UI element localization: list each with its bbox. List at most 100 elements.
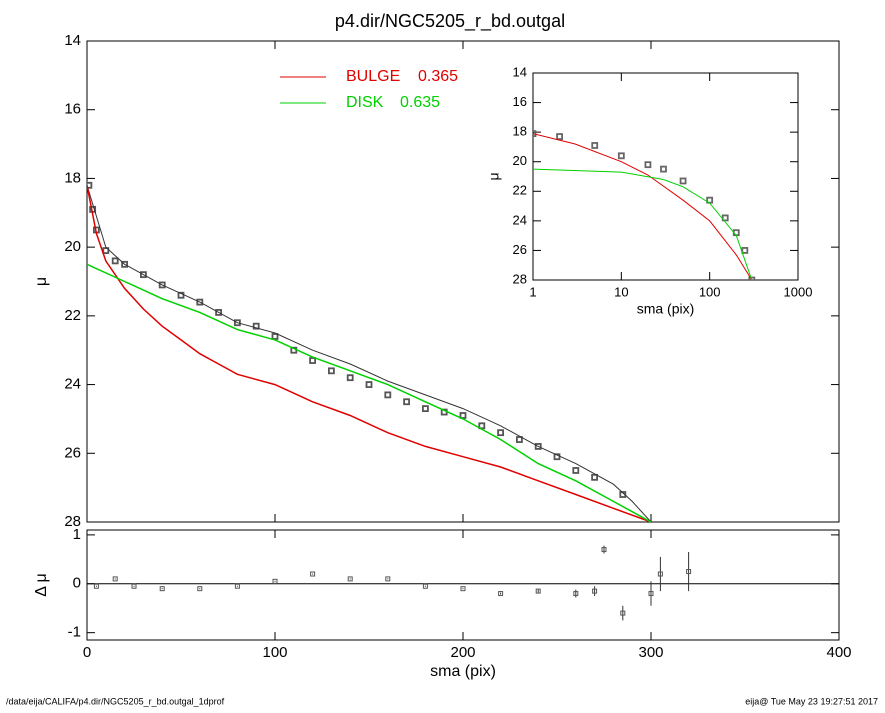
line: [533, 133, 753, 280]
data-point: [721, 214, 729, 222]
data-point: [309, 357, 317, 364]
data-point: [271, 333, 279, 340]
data-point: [533, 130, 537, 138]
plot-frame: [532, 72, 799, 281]
data-point: [197, 586, 203, 592]
y-tick-label: 18: [64, 169, 81, 186]
y-tick-label: 0: [73, 575, 81, 592]
data-point: [347, 576, 353, 582]
y-tick-label: 26: [513, 242, 527, 257]
data-point: [592, 588, 598, 594]
x-tick-label: 200: [450, 644, 475, 661]
data-point: [327, 367, 335, 375]
data-point: [741, 247, 749, 254]
x-tick-label: 1000: [784, 284, 813, 299]
data-point: [617, 152, 625, 160]
legend-value: 0.635: [400, 94, 440, 111]
y-tick-label: 22: [64, 307, 81, 324]
data-point: [648, 591, 654, 597]
data-point: [573, 591, 579, 597]
data-point: [112, 576, 118, 582]
x-tick-label: 100: [699, 284, 721, 299]
data-point: [556, 133, 563, 140]
x-tick-label: 0: [83, 644, 91, 661]
data-point: [215, 309, 223, 316]
data-point: [460, 586, 466, 592]
data-point: [553, 453, 561, 461]
data-point: [272, 578, 278, 584]
line: [87, 185, 652, 522]
y-tick-label: 22: [513, 183, 527, 198]
plot-area: [93, 545, 692, 621]
data-point: [403, 398, 411, 406]
y-tick-label: 18: [513, 124, 527, 139]
data-point: [516, 436, 523, 443]
data-point: [346, 374, 354, 382]
data-point: [385, 576, 391, 582]
y-tick-label: 20: [513, 153, 527, 168]
legend-value: 0.365: [418, 68, 458, 85]
plot-frame: [86, 529, 840, 641]
data-point: [177, 291, 185, 299]
footer-right: eija@ Tue May 23 19:27:51 2017: [745, 696, 878, 706]
y-axis-label: μ: [486, 172, 502, 180]
data-point: [686, 569, 692, 575]
data-point: [384, 391, 392, 399]
y-tick-label: 14: [64, 32, 81, 49]
data-point: [159, 586, 165, 592]
data-point: [365, 381, 373, 388]
footer-left: /data/eija/CALIFA/p4.dir/NGC5205_r_bd.ou…: [6, 696, 225, 706]
data-point: [93, 583, 99, 589]
data-point: [478, 422, 486, 430]
y-tick-label: 24: [513, 212, 527, 227]
y-tick-label: 28: [64, 513, 81, 530]
x-axis-label: sma (pix): [637, 301, 695, 317]
data-point: [535, 588, 541, 594]
y-tick-label: 28: [513, 271, 527, 286]
x-axis-label: sma (pix): [430, 663, 496, 680]
x-tick-label: 10: [614, 284, 628, 299]
y-tick-label: 26: [64, 444, 81, 461]
data-point: [572, 467, 580, 474]
data-point: [644, 161, 652, 169]
y-tick-label: 14: [513, 64, 527, 79]
data-point: [601, 547, 607, 553]
data-point: [102, 247, 110, 254]
plot-area: [87, 181, 652, 522]
y-tick-label: 20: [64, 238, 81, 255]
data-point: [111, 257, 119, 265]
legend-label: BULGE: [346, 68, 400, 85]
line: [87, 185, 652, 522]
line: [87, 263, 652, 522]
x-tick-label: 1: [529, 284, 536, 299]
line: [533, 168, 753, 280]
data-point: [679, 177, 687, 185]
data-point: [660, 165, 667, 173]
data-point: [591, 142, 599, 149]
y-axis-label: Δ μ: [33, 573, 50, 596]
y-axis-label: μ: [33, 277, 50, 286]
y-tick-label: -1: [68, 624, 81, 641]
data-point: [748, 276, 756, 280]
x-tick-label: 400: [826, 644, 851, 661]
chart-title: p4.dir/NGC5205_r_bd.outgal: [335, 11, 565, 32]
x-tick-label: 300: [638, 644, 663, 661]
data-point: [459, 412, 467, 419]
data-point: [591, 473, 598, 481]
data-point: [131, 583, 137, 589]
plot-area: [533, 130, 756, 280]
data-point: [233, 319, 241, 327]
data-point: [196, 298, 204, 306]
data-point: [252, 322, 260, 330]
data-point: [87, 181, 93, 189]
data-point: [158, 281, 166, 289]
y-tick-label: 1: [73, 526, 81, 543]
data-point: [534, 443, 542, 450]
data-point: [421, 405, 429, 413]
data-point: [422, 583, 428, 589]
x-tick-label: 100: [262, 644, 287, 661]
data-point: [121, 260, 128, 268]
legend-label: DISK: [346, 94, 384, 111]
data-point: [497, 429, 505, 437]
